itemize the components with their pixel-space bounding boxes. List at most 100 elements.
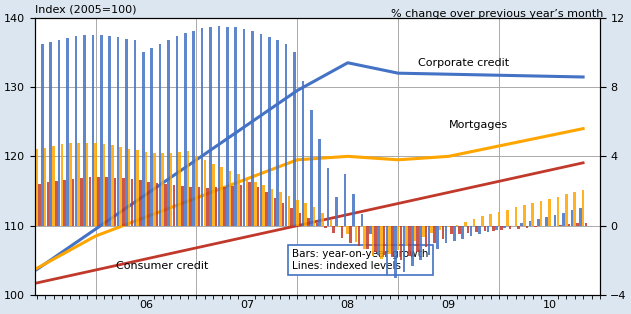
Bar: [316, 223, 318, 226]
Bar: [414, 226, 416, 241]
Bar: [38, 184, 41, 226]
Bar: [403, 226, 405, 272]
Bar: [237, 174, 240, 226]
Bar: [557, 197, 559, 226]
Bar: [156, 183, 158, 226]
Bar: [105, 177, 108, 226]
Bar: [58, 40, 61, 226]
Bar: [504, 226, 506, 228]
Bar: [425, 226, 427, 247]
Bar: [304, 203, 307, 226]
Bar: [313, 207, 316, 226]
Bar: [386, 226, 388, 275]
Bar: [215, 187, 217, 226]
Text: Consumer credit: Consumer credit: [115, 261, 208, 271]
Bar: [285, 45, 288, 226]
Bar: [187, 151, 189, 226]
Bar: [483, 226, 487, 231]
Bar: [69, 143, 71, 226]
Bar: [582, 190, 584, 226]
Bar: [63, 180, 66, 226]
Bar: [181, 186, 184, 226]
Bar: [456, 225, 458, 226]
Bar: [229, 171, 232, 226]
Bar: [397, 226, 399, 250]
Bar: [288, 196, 290, 226]
Bar: [218, 26, 220, 226]
Bar: [119, 147, 122, 226]
Bar: [307, 218, 310, 226]
Bar: [433, 226, 436, 243]
Bar: [204, 160, 206, 226]
Bar: [576, 224, 579, 226]
Bar: [265, 192, 268, 226]
Bar: [372, 226, 374, 256]
Bar: [139, 180, 141, 226]
Bar: [273, 198, 276, 226]
Bar: [439, 226, 442, 230]
Bar: [369, 226, 372, 234]
Bar: [500, 226, 503, 230]
Bar: [35, 149, 38, 226]
Bar: [355, 226, 357, 241]
Bar: [209, 27, 212, 226]
Bar: [374, 226, 377, 252]
Bar: [223, 187, 226, 226]
Bar: [251, 31, 254, 226]
Bar: [445, 226, 447, 243]
Bar: [487, 226, 489, 232]
Bar: [422, 226, 425, 237]
Bar: [570, 210, 574, 226]
Bar: [47, 182, 49, 226]
Bar: [117, 37, 119, 226]
Text: Corporate credit: Corporate credit: [418, 58, 509, 68]
Bar: [150, 48, 153, 226]
Bar: [128, 149, 131, 226]
Bar: [114, 178, 116, 226]
Text: Mortgages: Mortgages: [449, 120, 508, 130]
Bar: [319, 139, 321, 226]
Bar: [358, 226, 360, 246]
Bar: [531, 203, 534, 226]
Bar: [302, 81, 304, 226]
Bar: [91, 35, 94, 226]
Bar: [86, 143, 88, 226]
Bar: [94, 143, 97, 226]
Bar: [399, 226, 402, 260]
Bar: [498, 212, 500, 226]
Bar: [290, 208, 293, 226]
Bar: [298, 213, 302, 226]
Bar: [88, 177, 91, 226]
Bar: [220, 167, 223, 226]
Bar: [349, 226, 351, 243]
Bar: [44, 148, 47, 226]
Bar: [559, 225, 562, 226]
Bar: [111, 145, 114, 226]
Bar: [430, 226, 433, 233]
Bar: [529, 221, 531, 226]
Bar: [232, 186, 234, 226]
Bar: [162, 153, 164, 226]
Bar: [74, 36, 77, 226]
Bar: [380, 226, 382, 259]
Bar: [537, 219, 540, 226]
Bar: [282, 203, 285, 226]
Bar: [346, 226, 349, 234]
Bar: [131, 179, 133, 226]
Bar: [459, 226, 461, 234]
Bar: [136, 150, 139, 226]
Bar: [517, 226, 520, 229]
Bar: [360, 214, 363, 226]
Bar: [262, 185, 265, 226]
Bar: [293, 52, 296, 226]
Text: Index (2005=100): Index (2005=100): [35, 4, 136, 14]
Bar: [554, 215, 557, 226]
Bar: [478, 226, 481, 234]
Bar: [167, 40, 170, 226]
Bar: [170, 153, 172, 226]
Bar: [195, 156, 198, 226]
Bar: [492, 226, 495, 231]
Bar: [338, 226, 341, 227]
Bar: [189, 187, 192, 226]
Bar: [333, 226, 335, 233]
